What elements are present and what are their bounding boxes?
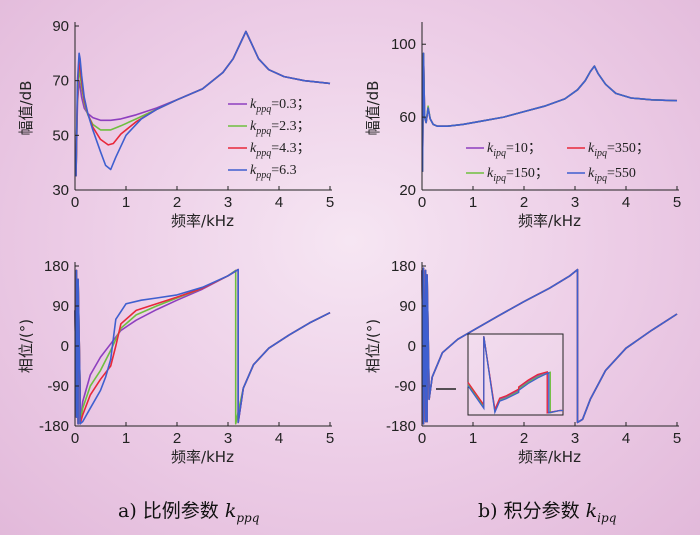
y-tick-label: 90 — [52, 18, 69, 35]
x-tick-label: 2 — [520, 430, 528, 447]
x-tick-label: 2 — [520, 194, 528, 211]
legend-label: kipq=10； — [487, 141, 542, 159]
x-axis-label: 频率/kHz — [518, 448, 581, 466]
x-tick-label: 1 — [469, 194, 477, 211]
x-tick-label: 5 — [673, 430, 681, 447]
inset-series-line-3 — [467, 336, 563, 415]
x-tick-label: 5 — [673, 194, 681, 211]
x-axis-label: 频率/kHz — [171, 448, 234, 466]
chart-mag_b: 0 1 2 3 4 5 20 60 100 频率/kHz 幅值/dB kipq=10； kipq=350… — [364, 22, 681, 230]
caption-a: a) 比例参数 kppq — [118, 500, 260, 525]
y-axis-label: 相位/(°) — [17, 319, 35, 373]
y-tick-label: 100 — [391, 36, 416, 53]
x-tick-label: 4 — [622, 430, 630, 447]
x-tick-label: 3 — [224, 194, 232, 211]
legend-label: kppq=0.3； — [250, 97, 311, 115]
y-tick-label: 0 — [408, 338, 416, 355]
x-tick-label: 4 — [275, 430, 283, 447]
series-line-phase_a-3 — [74, 268, 331, 425]
y-tick-label: 90 — [52, 298, 69, 315]
y-tick-label: -180 — [39, 418, 69, 435]
x-tick-label: 3 — [224, 430, 232, 447]
y-tick-label: 20 — [399, 182, 416, 199]
series-line-mag_b-3 — [421, 52, 678, 172]
chart-phase_b: 0 1 2 3 4 5 -180 -90 0 90 180 频率/kHz 相位/(°) — [364, 258, 681, 466]
legend-label: kipq=150； — [487, 166, 549, 184]
legend-label: kipq=350； — [588, 141, 650, 159]
chart-phase_a: 0 1 2 3 4 5 -180 -90 0 90 180 频率/kHz 相位/(°) — [17, 258, 334, 466]
y-tick-label: -90 — [47, 378, 69, 395]
series-line-mag_a-3 — [75, 30, 331, 177]
legend-label: kipq=550 — [588, 166, 636, 184]
series-line-phase_b-3 — [421, 267, 678, 425]
y-axis-label: 幅值/dB — [17, 81, 35, 136]
y-tick-label: 0 — [61, 338, 69, 355]
chart-mag_a: 0 1 2 3 4 5 30 50 70 90 频率/kHz 幅值/dB kppq=0.3； kppq=2… — [17, 18, 334, 230]
x-tick-label: 1 — [122, 194, 130, 211]
x-tick-label: 3 — [571, 194, 579, 211]
x-tick-label: 4 — [275, 194, 283, 211]
x-tick-label: 0 — [418, 194, 426, 211]
y-tick-label: 180 — [44, 258, 69, 275]
y-tick-label: 60 — [399, 109, 416, 126]
y-tick-label: 180 — [391, 258, 416, 275]
y-axis-label: 相位/(°) — [364, 319, 382, 373]
x-tick-label: 2 — [173, 430, 181, 447]
y-tick-label: 90 — [399, 298, 416, 315]
y-axis-label: 幅值/dB — [364, 81, 382, 136]
x-tick-label: 0 — [418, 430, 426, 447]
x-tick-label: 3 — [571, 430, 579, 447]
x-axis-label: 频率/kHz — [518, 212, 581, 230]
x-tick-label: 5 — [326, 194, 334, 211]
caption-b: b) 积分参数 kipq — [478, 500, 617, 525]
y-tick-label: 50 — [52, 127, 69, 144]
x-tick-label: 0 — [71, 194, 79, 211]
x-axis-label: 频率/kHz — [171, 212, 234, 230]
x-tick-label: 2 — [173, 194, 181, 211]
y-tick-label: 30 — [52, 182, 69, 199]
legend-label: kppq=4.3； — [250, 141, 311, 159]
legend-label: kppq=6.3 — [250, 163, 297, 181]
x-tick-label: 1 — [469, 430, 477, 447]
x-tick-label: 0 — [71, 430, 79, 447]
y-tick-label: -90 — [394, 378, 416, 395]
y-tick-label: 70 — [52, 73, 69, 90]
y-tick-label: -180 — [386, 418, 416, 435]
series-line-phase_a-1 — [74, 269, 331, 425]
x-tick-label: 1 — [122, 430, 130, 447]
x-tick-label: 5 — [326, 430, 334, 447]
legend-label: kppq=2.3； — [250, 119, 311, 137]
x-tick-label: 4 — [622, 194, 630, 211]
